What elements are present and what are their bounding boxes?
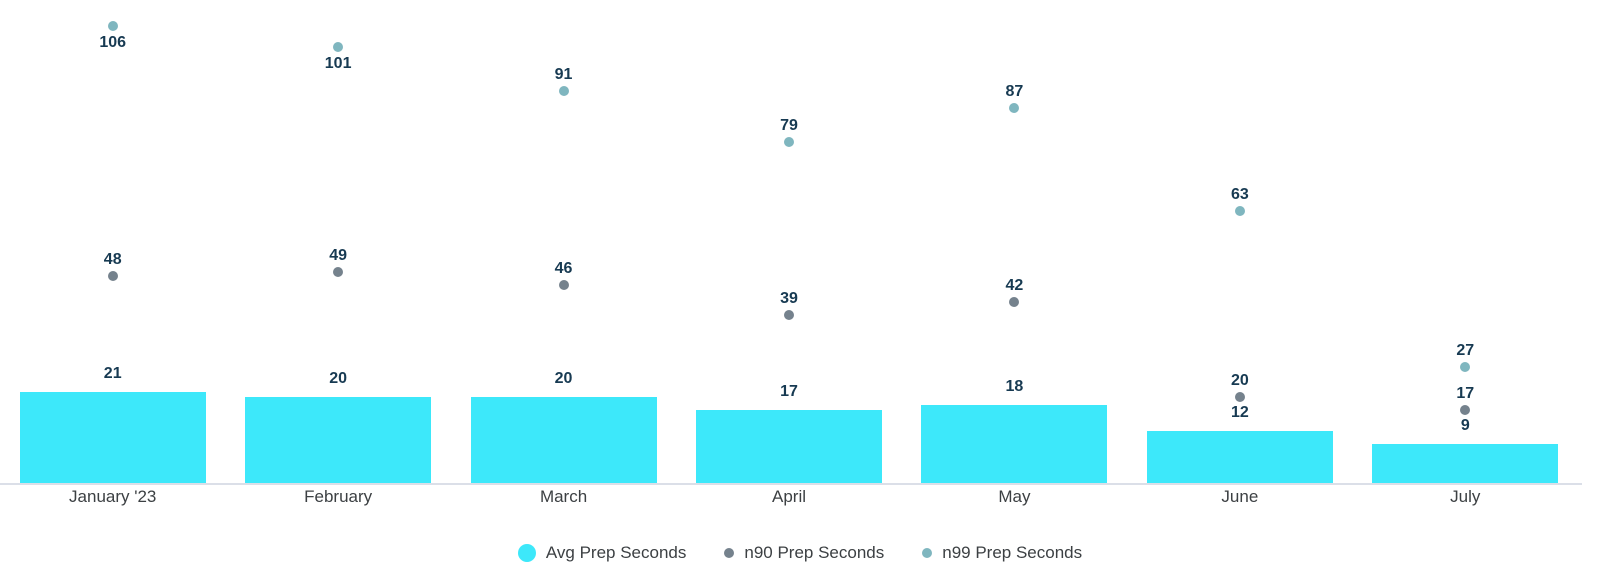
x-axis-label-january-23: January '23 <box>69 487 157 506</box>
x-axis-labels: January '23 February March April May June July <box>0 487 1582 509</box>
bar-value-label-april: 17 <box>780 382 798 400</box>
n99-point-may[interactable] <box>1009 102 1020 113</box>
bar-february[interactable] <box>245 396 432 483</box>
n99-point-january-23[interactable] <box>107 20 118 31</box>
n99-value-label-january-23: 106 <box>99 33 127 51</box>
n90-point-july[interactable] <box>1460 404 1471 415</box>
legend-swatch-avg-prep-seconds-icon <box>517 544 536 562</box>
bar-june[interactable] <box>1146 431 1333 483</box>
legend-swatch-n99-prep-seconds-icon <box>922 548 933 558</box>
bar-value-label-february: 20 <box>329 369 348 387</box>
n90-point-may[interactable] <box>1009 296 1020 307</box>
n99-value-label-may: 87 <box>1005 82 1024 100</box>
n99-point-february[interactable] <box>333 42 344 53</box>
bar-value-label-january-23: 21 <box>103 365 122 383</box>
n90-point-june[interactable] <box>1234 391 1245 402</box>
bar-april[interactable] <box>696 409 882 483</box>
n90-value-label-march: 46 <box>554 259 573 277</box>
legend-item-n90-prep-seconds: n90 Prep Seconds <box>724 542 884 564</box>
n99-point-july[interactable] <box>1460 361 1471 372</box>
n99-value-label-july: 27 <box>1456 341 1475 359</box>
plot-area: 21 20 20 17 18 12 9 48 49 46 39 42 20 17 106 101 91 79 87 6… <box>19 20 1559 483</box>
x-axis-label-may: May <box>998 487 1031 506</box>
n99-value-label-march: 91 <box>554 65 573 83</box>
bar-value-label-july: 9 <box>1460 417 1470 435</box>
legend-item-n99-prep-seconds: n99 Prep Seconds <box>922 542 1082 564</box>
n90-point-january-23[interactable] <box>107 271 118 281</box>
n90-value-label-january-23: 48 <box>103 251 122 268</box>
legend: Avg Prep Seconds n90 Prep Seconds n99 Prep… <box>0 541 1600 565</box>
n99-point-april[interactable] <box>784 137 794 148</box>
n99-value-label-february: 101 <box>324 55 352 73</box>
n90-point-february[interactable] <box>333 266 344 277</box>
bar-value-label-june: 12 <box>1230 404 1249 422</box>
n90-value-label-february: 49 <box>329 246 348 264</box>
n90-point-march[interactable] <box>558 279 569 290</box>
x-axis-label-april: April <box>771 487 806 506</box>
x-axis-line <box>0 483 1582 485</box>
bar-value-label-march: 20 <box>554 369 573 387</box>
x-axis-label-june: June <box>1221 487 1259 506</box>
bar-value-label-may: 18 <box>1005 378 1024 396</box>
bar-july[interactable] <box>1372 444 1559 483</box>
legend-label-n90-prep-seconds: n90 Prep Seconds <box>744 543 885 562</box>
n99-point-june[interactable] <box>1234 206 1245 217</box>
n99-value-label-april: 79 <box>780 117 798 135</box>
bar-may[interactable] <box>921 405 1108 483</box>
legend-label-avg-prep-seconds: Avg Prep Seconds <box>545 543 687 562</box>
n90-point-april[interactable] <box>784 309 794 320</box>
bar-march[interactable] <box>470 396 657 483</box>
n90-value-label-june: 20 <box>1230 371 1249 389</box>
n90-value-label-july: 17 <box>1456 384 1475 402</box>
n90-value-label-may: 42 <box>1005 276 1024 294</box>
legend-label-n99-prep-seconds: n99 Prep Seconds <box>942 543 1083 562</box>
legend-item-avg-prep-seconds: Avg Prep Seconds <box>517 542 687 564</box>
bar-january-23[interactable] <box>19 392 206 483</box>
x-axis-label-march: March <box>539 487 588 506</box>
x-axis-label-february: February <box>304 487 373 506</box>
n99-value-label-june: 63 <box>1230 186 1249 204</box>
n99-point-march[interactable] <box>558 85 569 96</box>
x-axis-label-july: July <box>1450 487 1481 506</box>
legend-swatch-n90-prep-seconds-icon <box>724 548 735 558</box>
n90-value-label-april: 39 <box>780 289 798 307</box>
